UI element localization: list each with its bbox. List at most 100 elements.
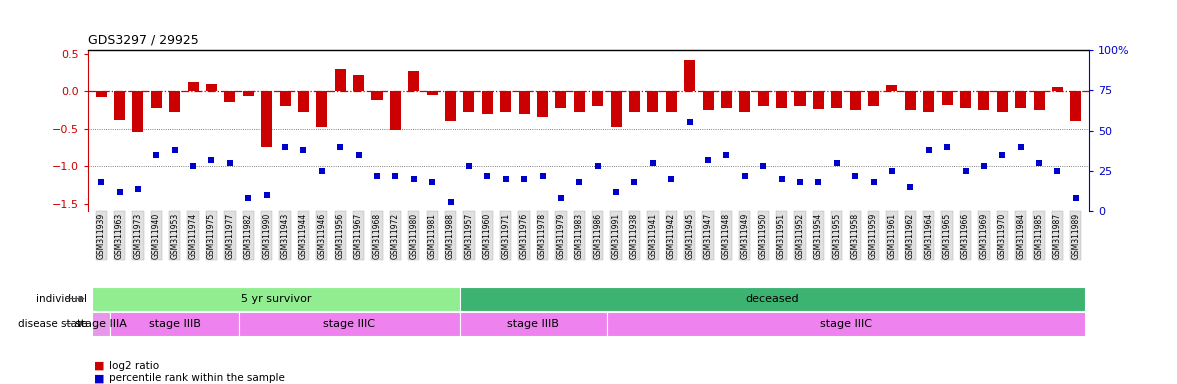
Bar (1033, 91, 1045, 110)
Point (919, 147, 938, 153)
Bar (519, 91, 530, 114)
Point (938, 144, 957, 150)
Bar (206, 84, 217, 91)
Point (900, 184, 919, 190)
Text: GDS3297 / 29925: GDS3297 / 29925 (88, 33, 199, 46)
Text: stage IIIA: stage IIIA (75, 318, 127, 329)
Point (165, 147, 184, 153)
Bar (390, 91, 401, 130)
Bar (978, 91, 990, 110)
Bar (114, 91, 125, 120)
Point (736, 173, 754, 179)
Bar (1015, 91, 1026, 108)
Point (184, 163, 202, 169)
Text: stage IIIC: stage IIIC (324, 318, 375, 329)
Point (367, 173, 386, 179)
Point (680, 119, 699, 126)
Text: percentile rank within the sample: percentile rank within the sample (109, 373, 285, 383)
Point (441, 199, 460, 205)
Point (717, 152, 736, 158)
Point (1048, 168, 1066, 174)
Bar (372, 91, 383, 100)
Point (1011, 144, 1030, 150)
Bar (611, 91, 621, 127)
Bar (92, 311, 111, 336)
Bar (758, 91, 769, 106)
Bar (353, 74, 364, 91)
Bar (573, 91, 585, 112)
Bar (997, 91, 1008, 112)
Bar (869, 91, 879, 106)
Bar (1052, 87, 1063, 91)
Point (202, 157, 221, 163)
Point (275, 144, 294, 150)
Point (331, 144, 350, 150)
Point (864, 179, 883, 185)
Point (661, 176, 680, 182)
Bar (460, 311, 607, 336)
Point (644, 160, 663, 166)
Point (239, 195, 258, 201)
Point (753, 163, 772, 169)
Bar (537, 91, 548, 118)
Bar (242, 91, 254, 96)
Bar (317, 91, 327, 127)
Point (827, 160, 846, 166)
Bar (261, 91, 272, 147)
Point (386, 173, 405, 179)
Bar (905, 91, 916, 110)
Bar (225, 91, 235, 102)
Text: ■: ■ (94, 373, 105, 383)
Point (478, 173, 497, 179)
Bar (886, 85, 898, 91)
Text: stage IIIB: stage IIIB (507, 318, 559, 329)
Text: stage IIIB: stage IIIB (148, 318, 200, 329)
Bar (850, 91, 860, 110)
Bar (923, 91, 935, 112)
Bar (239, 311, 460, 336)
Point (350, 152, 368, 158)
Bar (592, 91, 603, 106)
Bar (187, 82, 199, 91)
Bar (720, 91, 732, 108)
Bar (132, 91, 144, 132)
Point (699, 157, 718, 163)
Bar (445, 91, 457, 121)
Text: stage IIIC: stage IIIC (820, 318, 872, 329)
Point (92, 179, 111, 185)
Bar (629, 91, 640, 112)
Bar (426, 91, 438, 95)
Bar (831, 91, 843, 108)
Bar (298, 91, 308, 112)
Bar (95, 91, 107, 97)
Point (111, 189, 129, 195)
Point (128, 185, 147, 192)
Bar (556, 91, 566, 108)
Point (883, 168, 902, 174)
Bar (460, 286, 1085, 311)
Bar (813, 91, 824, 109)
Point (846, 173, 865, 179)
Bar (703, 91, 713, 110)
Bar (500, 91, 511, 112)
Point (533, 173, 552, 179)
Bar (92, 286, 460, 311)
Point (514, 176, 533, 182)
Text: ■: ■ (94, 361, 105, 371)
Bar (794, 91, 805, 106)
Bar (607, 311, 1085, 336)
Bar (169, 91, 180, 112)
Point (1030, 160, 1049, 166)
Point (772, 176, 791, 182)
Bar (481, 91, 493, 114)
Bar (151, 91, 162, 108)
Point (993, 152, 1012, 158)
Point (459, 163, 478, 169)
Point (294, 147, 313, 153)
Point (497, 176, 516, 182)
Point (570, 179, 588, 185)
Point (809, 179, 827, 185)
Bar (111, 311, 239, 336)
Bar (408, 71, 419, 91)
Point (956, 168, 975, 174)
